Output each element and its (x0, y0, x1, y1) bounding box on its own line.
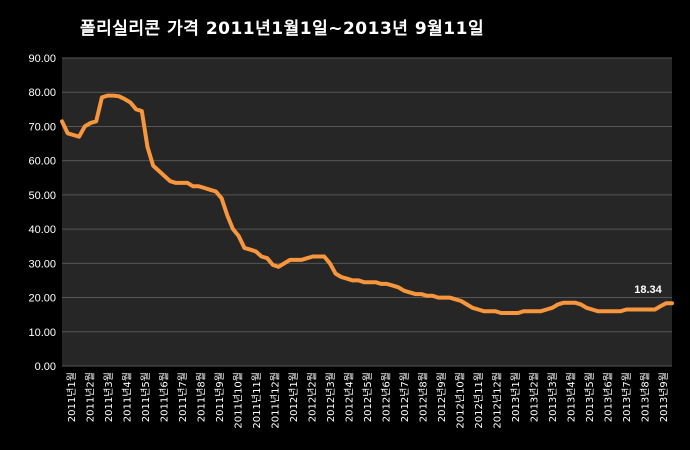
x-tick-label: 2011년3월 (103, 372, 115, 422)
x-tick-label: 2011년6월 (159, 372, 171, 422)
x-tick-label: 2011년7월 (177, 372, 189, 422)
x-tick-label: 2012년6월 (380, 372, 392, 422)
y-tick-label: 0.00 (35, 361, 56, 373)
x-tick-label: 2013년8월 (639, 372, 651, 422)
x-tick-label: 2012년3월 (325, 372, 337, 422)
series-line-0 (60, 93, 674, 315)
x-tick-label: 2013년4월 (565, 372, 577, 422)
x-axis: 2011년1월 2011년2월 2011년3월 2011년4월 2011년5월 2011년… (66, 372, 670, 429)
x-tick-label: 2013년9월 (658, 372, 670, 422)
data-label: 18.34 (634, 284, 662, 296)
y-tick-label: 30.00 (28, 258, 56, 270)
series-layer (60, 93, 674, 315)
x-tick-label: 2012년4월 (344, 372, 356, 422)
grid-lines (62, 57, 672, 367)
data-labels: 18.34 (634, 284, 662, 296)
x-tick-label: 2013년6월 (602, 372, 614, 422)
chart-title: 폴리실리콘 가격 2011년1월1일~2013년 9월11일 (80, 19, 485, 39)
x-tick-label: 2011년1월 (66, 372, 78, 422)
x-tick-label: 2012년10월 (454, 372, 466, 429)
x-tick-label: 2013년3월 (547, 372, 559, 422)
x-tick-label: 2012년8월 (417, 372, 429, 422)
x-tick-label: 2012년12월 (491, 372, 503, 429)
y-tick-label: 70.00 (28, 121, 56, 133)
x-tick-label: 2012년1월 (288, 372, 300, 422)
y-tick-label: 20.00 (28, 293, 56, 305)
x-tick-label: 2012년7월 (399, 372, 411, 422)
y-tick-label: 10.00 (28, 327, 56, 339)
x-tick-label: 2011년2월 (85, 372, 97, 422)
x-tick-label: 2011년10월 (233, 372, 245, 429)
x-tick-label: 2013년5월 (584, 372, 596, 422)
y-tick-label: 90.00 (28, 53, 56, 65)
y-tick-label: 60.00 (28, 156, 56, 168)
x-tick-label: 2011년12월 (270, 372, 282, 429)
y-tick-label: 40.00 (28, 224, 56, 236)
x-tick-label: 2011년4월 (122, 372, 134, 422)
x-tick-label: 2012년5월 (362, 372, 374, 422)
x-tick-label: 2012년9월 (436, 372, 448, 422)
y-axis: 0.00 10.00 20.00 30.00 40.00 50.00 60.00 70.00 8… (28, 53, 56, 373)
x-tick-label: 2011년11월 (251, 372, 263, 429)
x-tick-label: 2012년11월 (473, 372, 485, 429)
x-tick-label: 2011년8월 (196, 372, 208, 422)
y-tick-label: 80.00 (28, 87, 56, 99)
plot-area (62, 58, 672, 366)
x-tick-label: 2013년2월 (528, 372, 540, 422)
x-tick-label: 2013년7월 (621, 372, 633, 422)
y-tick-label: 50.00 (28, 190, 56, 202)
x-tick-label: 2012년2월 (307, 372, 319, 422)
x-tick-label: 2011년9월 (214, 372, 226, 422)
x-tick-label: 2013년1월 (510, 372, 522, 422)
x-tick-label: 2011년5월 (140, 372, 152, 422)
